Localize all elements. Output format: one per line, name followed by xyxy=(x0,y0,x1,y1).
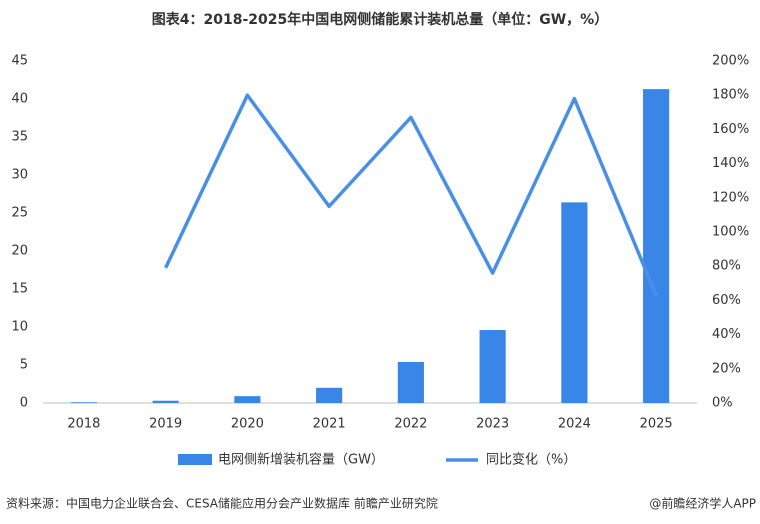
x-tick-label: 2021 xyxy=(313,417,346,432)
bar xyxy=(70,402,97,403)
line xyxy=(164,93,658,296)
y2-tick-label: 60% xyxy=(712,293,741,308)
y2-tick-label: 80% xyxy=(712,259,741,274)
bar xyxy=(234,396,261,403)
bar xyxy=(643,89,670,404)
x-tick-label: 2018 xyxy=(67,417,100,432)
chart-title: 图表4：2018-2025年中国电网侧储能累计装机总量（单位：GW，%） xyxy=(152,11,608,28)
y2-tick-label: 160% xyxy=(712,122,749,137)
y-tick-label: 15 xyxy=(11,282,28,297)
y-tick-label: 5 xyxy=(20,358,28,373)
y-tick-label: 0 xyxy=(20,396,28,411)
x-tick-label: 2024 xyxy=(558,417,591,432)
y2-tick-label: 0% xyxy=(712,396,733,411)
y2-tick-label: 120% xyxy=(712,190,749,205)
y2-tick-label: 140% xyxy=(712,156,749,171)
legend-swatch xyxy=(178,454,212,465)
bar xyxy=(397,361,424,403)
y-tick-label: 40 xyxy=(11,92,28,107)
y-tick-label: 10 xyxy=(11,320,28,335)
legend-label: 电网侧新增装机容量（GW） xyxy=(218,452,384,468)
bar xyxy=(316,387,343,403)
bar xyxy=(561,202,588,403)
y-tick-label: 25 xyxy=(11,206,28,221)
source: 资料来源：中国电力企业联合会、CESA储能应用分会产业数据库 前瞻产业研究院 xyxy=(6,496,438,511)
credit: @前瞻经济学人APP xyxy=(649,496,756,511)
x-tick-label: 2025 xyxy=(640,417,673,432)
bar xyxy=(152,400,179,403)
x-tick-label: 2020 xyxy=(231,417,264,432)
y2-tick-label: 40% xyxy=(712,327,741,342)
y2-tick-label: 100% xyxy=(712,225,749,240)
bar xyxy=(479,330,506,403)
y2-tick-label: 180% xyxy=(712,88,749,103)
x-tick-label: 2019 xyxy=(149,417,182,432)
y-tick-label: 30 xyxy=(11,168,28,183)
y2-tick-label: 20% xyxy=(712,361,741,376)
y2-tick-label: 200% xyxy=(712,54,749,69)
y-tick-label: 35 xyxy=(11,130,28,145)
y-tick-label: 20 xyxy=(11,244,28,259)
x-tick-label: 2023 xyxy=(476,417,509,432)
y-tick-label: 45 xyxy=(11,54,28,69)
legend-label: 同比变化（%） xyxy=(486,452,576,468)
x-tick-label: 2022 xyxy=(394,417,427,432)
